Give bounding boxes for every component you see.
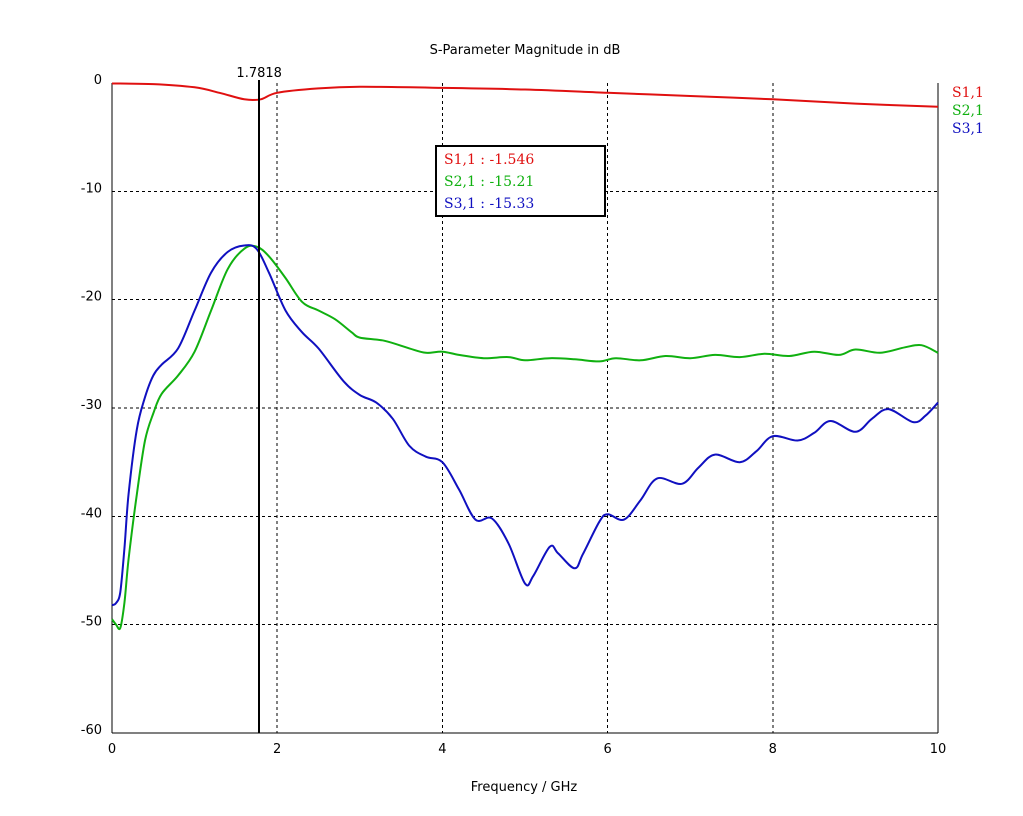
legend-entry: S2,1 [952, 103, 984, 119]
series-line-s3-1 [111, 244, 939, 607]
y-tick-label: -60 [81, 723, 102, 738]
series-line-s1-1 [111, 82, 939, 108]
y-tick-label: -30 [81, 398, 102, 413]
x-axis-label: Frequency / GHz [471, 780, 578, 795]
y-tick-label: -20 [81, 290, 102, 305]
chart-title: S-Parameter Magnitude in dB [430, 43, 621, 58]
readout-value: S1,1 : -1.546 [444, 152, 534, 168]
x-tick-label: 2 [273, 742, 281, 757]
frequency-marker[interactable]: 1.7818 [236, 66, 282, 733]
tick-labels: 0 2 4 6 8 10 0 -10 -20 -30 -40 -50 -60 [81, 73, 947, 757]
x-tick-label: 0 [108, 742, 116, 757]
y-tick-label: -50 [81, 615, 102, 630]
readout-value: S2,1 : -15.21 [444, 174, 534, 190]
x-tick-label: 8 [769, 742, 777, 757]
x-tick-label: 6 [603, 742, 611, 757]
series-line-s2-1 [111, 244, 939, 631]
readout-value: S3,1 : -15.33 [444, 196, 534, 212]
marker-label: 1.7818 [236, 66, 282, 81]
legend-entry: S3,1 [952, 121, 984, 137]
readout-frame [435, 145, 606, 217]
y-tick-label: 0 [94, 73, 102, 88]
legend-entry: S1,1 [952, 85, 984, 101]
x-tick-label: 10 [930, 742, 947, 757]
y-tick-label: -40 [81, 506, 102, 521]
series-lines [111, 82, 939, 631]
y-tick-label: -10 [81, 181, 102, 196]
legend: S1,1 S2,1 S3,1 [952, 85, 984, 137]
marker-readout-box[interactable]: S1,1 : -1.546 S2,1 : -15.21 S3,1 : -15.33 [435, 145, 606, 217]
axes [111, 83, 939, 734]
x-tick-label: 4 [438, 742, 446, 757]
